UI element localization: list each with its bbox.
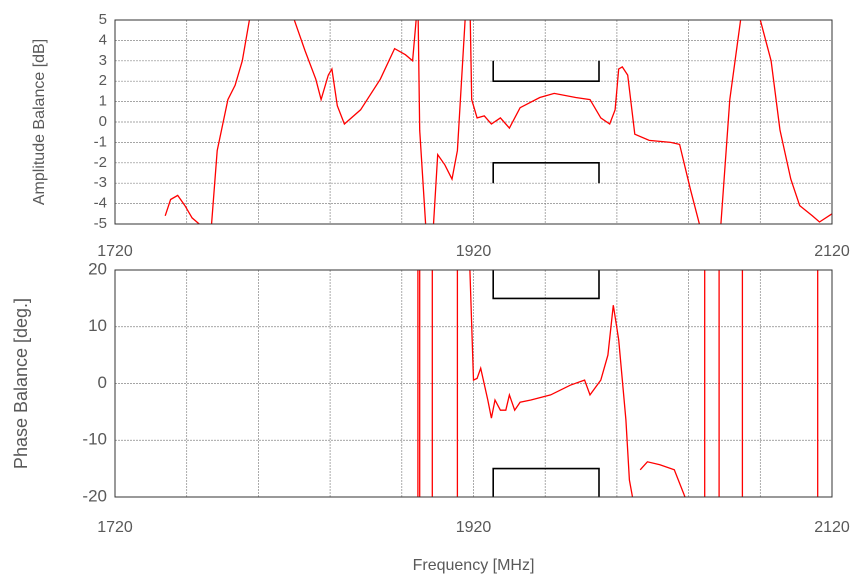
data-line bbox=[164, 20, 832, 224]
data-line bbox=[492, 467, 600, 497]
y-tick-label: -1 bbox=[94, 133, 107, 150]
plot-frame bbox=[114, 269, 833, 498]
y-axis-title: Amplitude Balance [dB] bbox=[31, 39, 48, 205]
x-tick-label: 1920 bbox=[456, 243, 492, 260]
y-tick-label: 20 bbox=[88, 259, 107, 278]
x-tick-label: 1920 bbox=[456, 519, 492, 536]
y-tick-label: -3 bbox=[94, 174, 107, 191]
x-axis-title: Frequency [MHz] bbox=[413, 557, 535, 574]
y-tick-label: 0 bbox=[99, 113, 107, 130]
y-tick-label: 1 bbox=[99, 93, 107, 110]
y-tick-label: 5 bbox=[99, 11, 107, 28]
y-tick-label: 0 bbox=[98, 373, 107, 392]
y-tick-label: -20 bbox=[82, 486, 107, 505]
y-tick-label: 3 bbox=[99, 52, 107, 69]
y-tick-label: -4 bbox=[94, 195, 107, 212]
y-tick-label: -5 bbox=[94, 215, 107, 232]
y-tick-label: 10 bbox=[88, 316, 107, 335]
data-line bbox=[417, 270, 819, 497]
y-tick-label: 4 bbox=[99, 31, 107, 48]
y-tick-label: -10 bbox=[82, 430, 107, 449]
y-axis-title: Phase Balance [deg.] bbox=[11, 298, 31, 469]
data-line bbox=[492, 60, 600, 82]
plot-frame bbox=[114, 19, 833, 225]
x-tick-label: 1720 bbox=[97, 243, 133, 260]
x-tick-label: 2120 bbox=[814, 243, 850, 260]
data-line bbox=[492, 270, 600, 300]
x-tick-label: 1720 bbox=[97, 519, 133, 536]
y-tick-label: 2 bbox=[99, 72, 107, 89]
y-tick-label: -2 bbox=[94, 154, 107, 171]
data-line bbox=[492, 162, 600, 184]
x-tick-label: 2120 bbox=[814, 519, 850, 536]
